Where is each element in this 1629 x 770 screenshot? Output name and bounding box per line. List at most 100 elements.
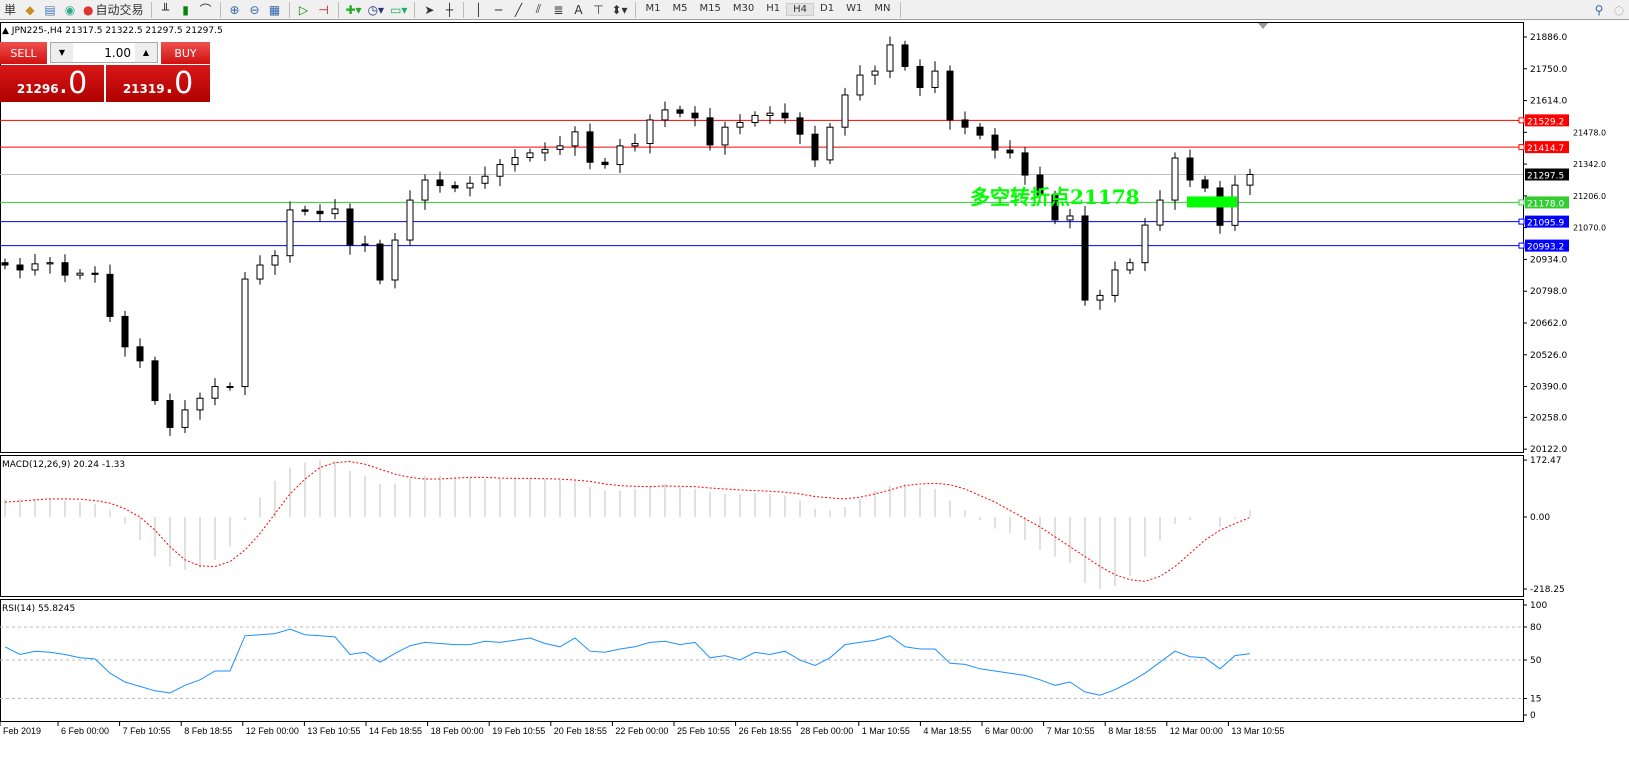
pivot-annotation[interactable]: 多空转折点21178	[970, 185, 1140, 209]
horizontal-line-icon[interactable]: ─	[494, 2, 503, 17]
level-label: 21297.5	[1527, 172, 1564, 182]
candle-bull	[1141, 224, 1149, 264]
separator	[463, 1, 465, 18]
periods-icon[interactable]: ◷▾	[367, 2, 385, 17]
candle-bear	[316, 210, 324, 215]
lot-stepper[interactable]: ▼ 1.00 ▲	[50, 42, 158, 63]
candle-bull	[856, 74, 864, 96]
candle-bull	[361, 243, 369, 246]
price-tick-label: 21478.0	[1573, 128, 1606, 137]
cursor-icon[interactable]: ➤	[424, 2, 435, 17]
buy-price-main: 21319	[122, 82, 165, 96]
price-tick-label: 21206.0	[1573, 192, 1606, 201]
zoom-out-icon[interactable]: ⊖	[249, 2, 260, 17]
lot-input[interactable]: 1.00	[104, 45, 131, 60]
buy-price[interactable]: 21319.0	[106, 65, 210, 102]
macd-tick-label: 172.47	[1530, 456, 1562, 466]
sell-button[interactable]: SELL	[0, 42, 47, 64]
timeframe-mn[interactable]: MN	[874, 3, 891, 14]
timeframe-m5[interactable]: M5	[672, 3, 688, 14]
menu-partial[interactable]: 単	[3, 3, 16, 17]
candle-bear	[961, 119, 969, 128]
text-tool-icon[interactable]: A	[574, 2, 583, 17]
separator	[414, 1, 416, 18]
candle-bear	[1, 262, 9, 266]
candle-bear	[91, 272, 99, 275]
line-chart-icon[interactable]: ⌒	[199, 3, 212, 17]
history-icon[interactable]: ▤	[44, 2, 56, 17]
zoom-in-icon[interactable]: ⊕	[229, 2, 240, 17]
vertical-line-icon[interactable]: │	[474, 2, 483, 17]
timeframe-m1[interactable]: M1	[645, 3, 661, 14]
time-tick-label: 4 Mar 18:55	[923, 726, 971, 736]
auto-trading-icon: ●	[83, 2, 94, 17]
macd-tick-label: 0.00	[1530, 513, 1550, 523]
candle-bull	[286, 209, 294, 257]
templates-icon[interactable]: ▭▾	[390, 2, 408, 17]
candle-bull	[646, 119, 654, 145]
price-tick-label: 20258.0	[1530, 413, 1567, 423]
signal-icon[interactable]: ◉	[64, 2, 76, 17]
timeframe-m15[interactable]: M15	[699, 3, 721, 14]
candle-bear	[121, 315, 129, 348]
trendline-icon[interactable]: ╱	[514, 2, 523, 17]
candle-bull	[826, 126, 834, 161]
search-icon[interactable]: ⚲	[1594, 2, 1604, 17]
level-handle	[1518, 218, 1525, 225]
level-handle	[1518, 144, 1525, 151]
time-tick-label: 18 Feb 00:00	[431, 726, 484, 736]
auto-scroll-icon[interactable]: ▷	[298, 2, 309, 17]
candle-bull	[391, 239, 399, 281]
collapse-icon[interactable]: ▲	[2, 26, 12, 36]
timeframe-m30[interactable]: M30	[732, 3, 755, 14]
timeframe-h1[interactable]: H1	[766, 3, 781, 14]
auto-trading-button[interactable]: ● 自动交易	[80, 1, 147, 19]
lot-decrease-icon[interactable]: ▼	[51, 43, 73, 62]
candle-bear	[166, 400, 174, 428]
indicators-icon[interactable]: ✚▾	[345, 2, 362, 17]
channel-icon[interactable]: ⫽	[535, 2, 542, 16]
buy-button[interactable]: BUY	[161, 42, 210, 64]
chart-shift-marker	[1258, 23, 1268, 29]
candle-bull	[751, 115, 759, 124]
candle-bull	[931, 70, 939, 88]
candle-bear	[451, 185, 459, 189]
arrows-icon[interactable]: ⬍▾	[611, 2, 628, 17]
rsi-tick-label: 80	[1530, 623, 1542, 633]
macd-tick-label: -218.25	[1530, 585, 1565, 595]
time-tick-label: 6 Feb 00:00	[61, 726, 109, 736]
separator	[900, 1, 902, 18]
price-tick-label: 20526.0	[1530, 351, 1567, 361]
candle-bear	[151, 360, 159, 402]
fibonacci-icon[interactable]: ≣	[553, 2, 564, 17]
candle-bull	[256, 264, 264, 280]
timeframe-w1[interactable]: W1	[846, 3, 863, 14]
sell-price[interactable]: 21296.0	[0, 65, 104, 102]
crosshair-icon[interactable]: ┼	[445, 2, 454, 17]
level-badge	[1525, 239, 1569, 252]
candle-bear	[781, 112, 789, 119]
candle-bear	[376, 243, 384, 281]
timeframe-h4[interactable]: H4	[786, 3, 815, 16]
candle-bull	[1126, 262, 1134, 271]
candle-bull	[556, 145, 564, 150]
gold-icon[interactable]: ◆	[25, 2, 35, 17]
candle-bull	[196, 397, 204, 411]
sell-price-main: 21296	[16, 82, 59, 96]
lot-increase-icon[interactable]: ▲	[135, 43, 157, 62]
candle-bear	[811, 133, 819, 161]
timeframe-d1[interactable]: D1	[820, 3, 835, 14]
chart-shift-icon[interactable]: ⊣	[318, 2, 329, 17]
time-tick-label: 8 Mar 18:55	[1108, 726, 1156, 736]
text-label-icon[interactable]: ⊤	[593, 2, 604, 17]
candle-bull	[241, 278, 249, 388]
bar-chart-icon[interactable]: ╨	[161, 2, 170, 17]
toolbar: 単 ◆ ▤ ◉ ● 自动交易 ╨ ▮ ⌒ ⊕ ⊖ ▦ ▷ ⊣ ✚▾ ◷▾ ▭▾ ➤…	[0, 0, 1629, 20]
chart-canvas[interactable]: 21886.0 21750.0 21614.0 21478.0 21342.0 21206…	[0, 21, 1629, 766]
tile-windows-icon[interactable]: ▦	[268, 2, 281, 17]
rsi-tick-label: 15	[1530, 695, 1541, 705]
chart-window[interactable]: 21886.0 21750.0 21614.0 21478.0 21342.0 21206…	[0, 21, 1629, 766]
price-tick-label: 21750.0	[1530, 65, 1567, 75]
candlestick-icon[interactable]: ▮	[182, 2, 189, 17]
chat-icon[interactable]: ◌	[1613, 2, 1625, 17]
